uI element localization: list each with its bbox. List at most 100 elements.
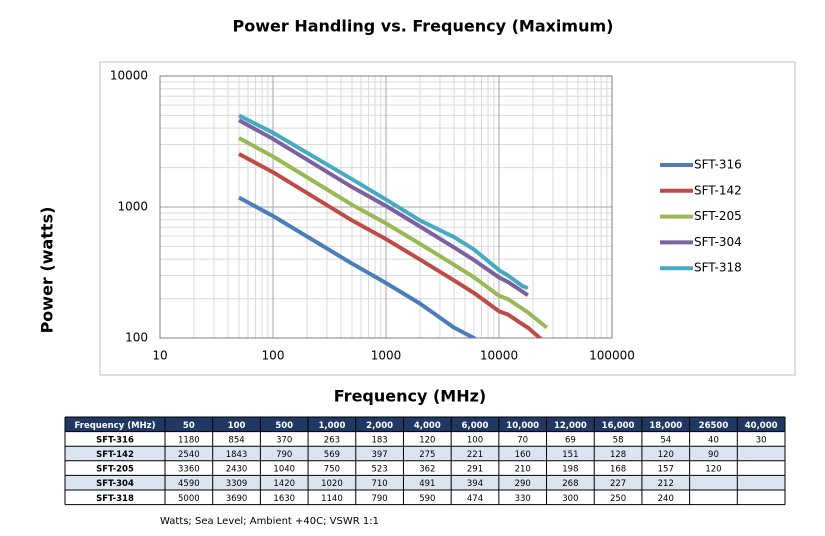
table-cell: 183 [371,435,387,445]
plot-border [159,75,613,339]
table-cell: 30 [756,435,767,445]
table-cell: 128 [610,450,626,460]
table-row-name: SFT-205 [96,465,134,475]
table-cell: 2430 [226,465,248,475]
chart-title: Power Handling vs. Frequency (Maximum) [233,17,614,36]
table-cell: 854 [228,435,244,445]
y-tick-label: 100 [125,331,148,345]
legend-label: SFT-142 [694,183,742,197]
y-tick-label: 1000 [117,200,148,214]
table-cell: 1020 [321,479,343,489]
plot-lines [238,113,549,338]
legend-label: SFT-304 [694,235,742,249]
table-header-cell: Frequency (MHz) [75,421,156,431]
legend-label: SFT-316 [694,158,742,172]
table-row-bg [65,460,785,476]
table-cell: 268 [562,479,578,489]
table-cell: 212 [658,479,674,489]
table-cell: 5000 [178,494,200,504]
table-cell: 69 [565,435,576,445]
table-cell: 3690 [226,494,248,504]
table-cell: 240 [658,494,674,504]
x-tick-label: 10 [152,349,167,363]
y-axis-label: Power (watts) [38,207,57,334]
table-header-cell: 1,000 [318,421,345,431]
table-cell: 474 [467,494,483,504]
table-cell: 160 [515,450,531,460]
table-cell: 151 [562,450,578,460]
table-cell: 100 [467,435,483,445]
table-cell: 1040 [273,465,295,475]
x-tick-label: 100000 [589,349,635,363]
table-row-name: SFT-142 [96,450,134,460]
table-cell: 263 [324,435,340,445]
table-row-name: SFT-304 [96,479,134,489]
table-cell: 710 [371,479,387,489]
table-cell: 227 [610,479,626,489]
table-header-cell: 4,000 [414,421,441,431]
table-cell: 290 [515,479,531,489]
table-cell: 120 [658,450,674,460]
legend-label: SFT-205 [694,209,742,223]
table-cell: 790 [276,450,292,460]
table-header-cell: 500 [275,421,293,431]
table-row-name: SFT-316 [96,435,134,445]
table-cell: 394 [467,479,483,489]
table-header-cell: 10,000 [506,421,539,431]
table-cell: 300 [562,494,578,504]
table-header-cell: 100 [228,421,246,431]
table-cell: 250 [610,494,626,504]
table-cell: 491 [419,479,435,489]
footnote: Watts; Sea Level; Ambient +40C; VSWR 1:1 [160,516,379,527]
table-cell: 198 [562,465,578,475]
table-header-cell: 16,000 [602,421,635,431]
series-line [238,195,478,338]
legend-label: SFT-318 [694,261,742,275]
table-cell: 54 [660,435,671,445]
table-cell: 157 [658,465,674,475]
table-cell: 1843 [226,450,248,460]
table-cell: 370 [276,435,292,445]
table-cell: 4590 [178,479,200,489]
table-header-cell: 6,000 [462,421,489,431]
table-row-bg [65,446,785,461]
y-tick-label: 10000 [110,69,148,83]
x-tick-label: 1000 [371,349,402,363]
x-axis-label: Frequency (MHz) [334,387,486,406]
table-row-name: SFT-318 [96,494,134,504]
table-cell: 1630 [273,494,295,504]
table-cell: 362 [419,465,435,475]
table-cell: 275 [419,450,435,460]
table-row-bg [65,490,785,505]
table-cell: 790 [371,494,387,504]
series-line [238,152,543,338]
table-header-cell: 12,000 [554,421,587,431]
table-header-cell: 40,000 [745,421,778,431]
table-cell: 569 [324,450,340,460]
table-cell: 120 [705,465,721,475]
table-cell: 3360 [178,465,200,475]
table-cell: 168 [610,465,626,475]
x-tick-label: 100 [262,349,285,363]
table-cell: 590 [419,494,435,504]
series-line [238,136,549,330]
table-cell: 397 [371,450,387,460]
table-cell: 3309 [226,479,248,489]
table-cell: 1420 [273,479,295,489]
table-cell: 90 [708,450,719,460]
table-header-cell: 26500 [699,421,729,431]
series-line [238,118,529,297]
x-tick-label: 10000 [480,349,518,363]
table-cell: 330 [515,494,531,504]
table-header-cell: 18,000 [649,421,682,431]
table-cell: 523 [371,465,387,475]
table-row-bg [65,431,785,447]
table-cell: 1180 [178,435,200,445]
table-cell: 58 [613,435,624,445]
table-cell: 2540 [178,450,200,460]
table-header-cell: 50 [183,421,195,431]
table-header-bg [65,417,785,432]
table-cell: 291 [467,465,483,475]
